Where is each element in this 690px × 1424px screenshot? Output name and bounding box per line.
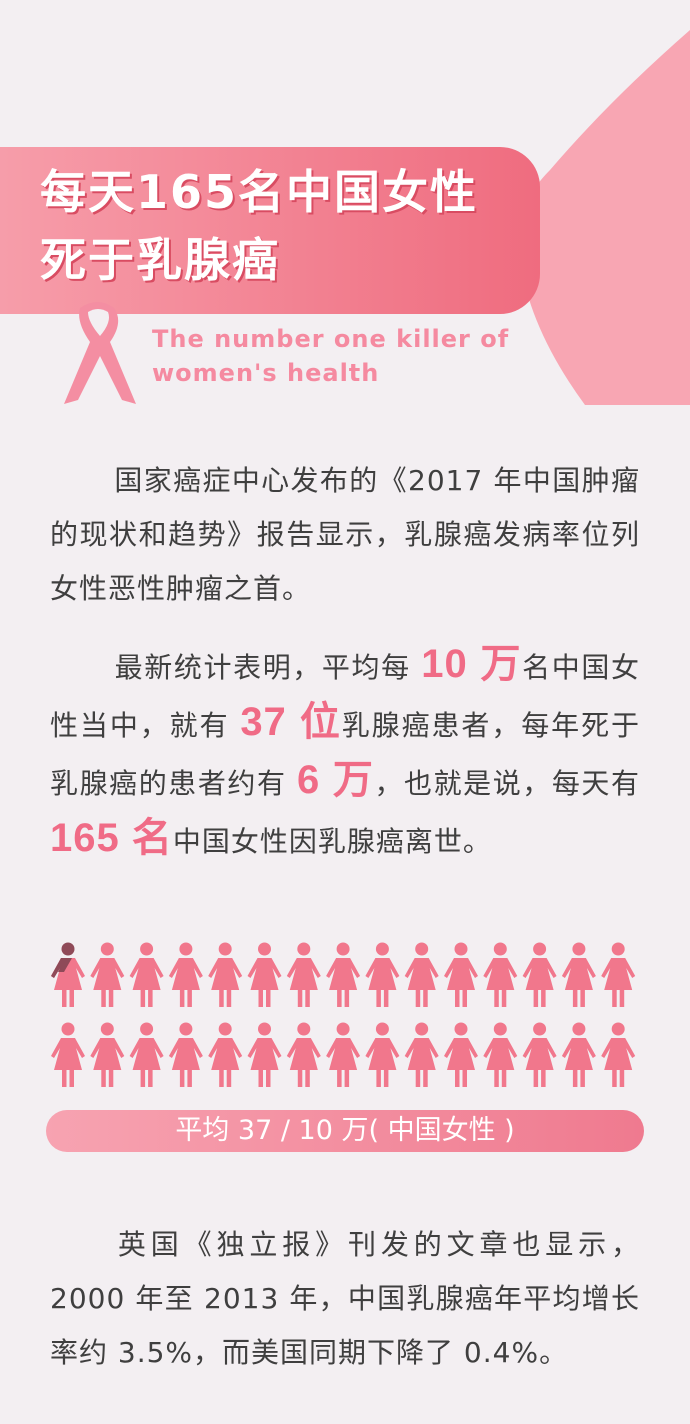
woman-figure-icon: [208, 942, 243, 1007]
woman-figure-icon: [483, 1022, 518, 1087]
title-line-2: 死于乳腺癌: [40, 233, 280, 287]
women-figure-grid: [48, 942, 642, 1102]
woman-figure-icon: [326, 942, 361, 1007]
woman-figure-icon: [404, 942, 439, 1007]
woman-figure-icon: [365, 1022, 400, 1087]
stat-text-5: 中国女性因乳腺癌离世。: [172, 825, 492, 858]
woman-figure-icon: [601, 942, 636, 1007]
subtitle-line-2: women's health: [152, 359, 380, 387]
woman-figure-icon: [208, 1022, 243, 1087]
paragraph-report: 国家癌症中心发布的《2017 年中国肿瘤的现状和趋势》报告显示，乳腺癌发病率位列…: [50, 454, 640, 616]
woman-figure-icon: [247, 1022, 282, 1087]
stat-highlight-60k: 6 万: [296, 758, 375, 802]
subtitle: The number one killer of women's health: [152, 322, 509, 390]
woman-figure-icon: [51, 942, 85, 1007]
stat-text-3: 乳腺癌患者，每年死于乳腺癌的患者约有: [50, 709, 640, 800]
title-banner: [0, 147, 540, 314]
woman-figure-icon: [601, 1022, 636, 1087]
woman-figure-icon: [129, 942, 164, 1007]
woman-figure-icon: [561, 942, 596, 1007]
woman-figure-icon: [444, 942, 478, 1007]
stat-highlight-100k: 10 万: [421, 642, 523, 686]
woman-figure-icon: [522, 1022, 557, 1087]
pink-ribbon-icon: [64, 302, 136, 404]
woman-figure-icon: [522, 942, 557, 1007]
stat-text-4: ，也就是说，每天有: [374, 767, 640, 800]
paragraph-statistics: 最新统计表明，平均每 10 万名中国女性当中，就有 37 位乳腺癌患者，每年死于…: [50, 637, 640, 869]
statistic-caption: 平均 37 / 10 万( 中国女性 ): [175, 1115, 515, 1146]
paragraph-report-text: 国家癌症中心发布的《2017 年中国肿瘤的现状和趋势》报告显示，乳腺癌发病率位列…: [50, 464, 640, 605]
woman-figure-icon: [168, 942, 203, 1007]
stat-highlight-37: 37 位: [240, 700, 342, 744]
stat-text-2: 名中国女性当中，就有: [50, 651, 640, 742]
paragraph-comparison-text: 英国《独立报》刊发的文章也显示，2000 年至 2013 年，中国乳腺癌年平均增…: [50, 1228, 640, 1369]
woman-figure-icon: [90, 1022, 125, 1087]
woman-figure-icon: [90, 942, 125, 1007]
woman-figure-icon: [561, 1022, 596, 1087]
woman-figure-icon: [404, 1022, 439, 1087]
woman-figure-icon: [51, 1022, 85, 1087]
woman-figure-icon: [286, 942, 321, 1007]
paragraph-comparison: 英国《独立报》刊发的文章也显示，2000 年至 2013 年，中国乳腺癌年平均增…: [50, 1218, 640, 1380]
woman-figure-icon: [168, 1022, 203, 1087]
title-line-1: 每天165名中国女性: [40, 165, 479, 219]
woman-figure-icon: [286, 1022, 321, 1087]
stat-highlight-165: 165 名: [50, 816, 173, 860]
stat-text-1: 最新统计表明，平均每: [114, 651, 422, 684]
woman-figure-icon: [326, 1022, 361, 1087]
woman-figure-icon: [483, 942, 518, 1007]
woman-figure-icon: [129, 1022, 164, 1087]
women-figures: [51, 942, 636, 1087]
woman-figure-icon: [247, 942, 282, 1007]
subtitle-line-1: The number one killer of: [152, 325, 510, 353]
statistic-caption-bar: 平均 37 / 10 万( 中国女性 ): [46, 1110, 644, 1152]
woman-figure-icon: [365, 942, 400, 1007]
woman-figure-icon: [444, 1022, 478, 1087]
page-title: 每天165名中国女性 死于乳腺癌: [40, 158, 478, 294]
